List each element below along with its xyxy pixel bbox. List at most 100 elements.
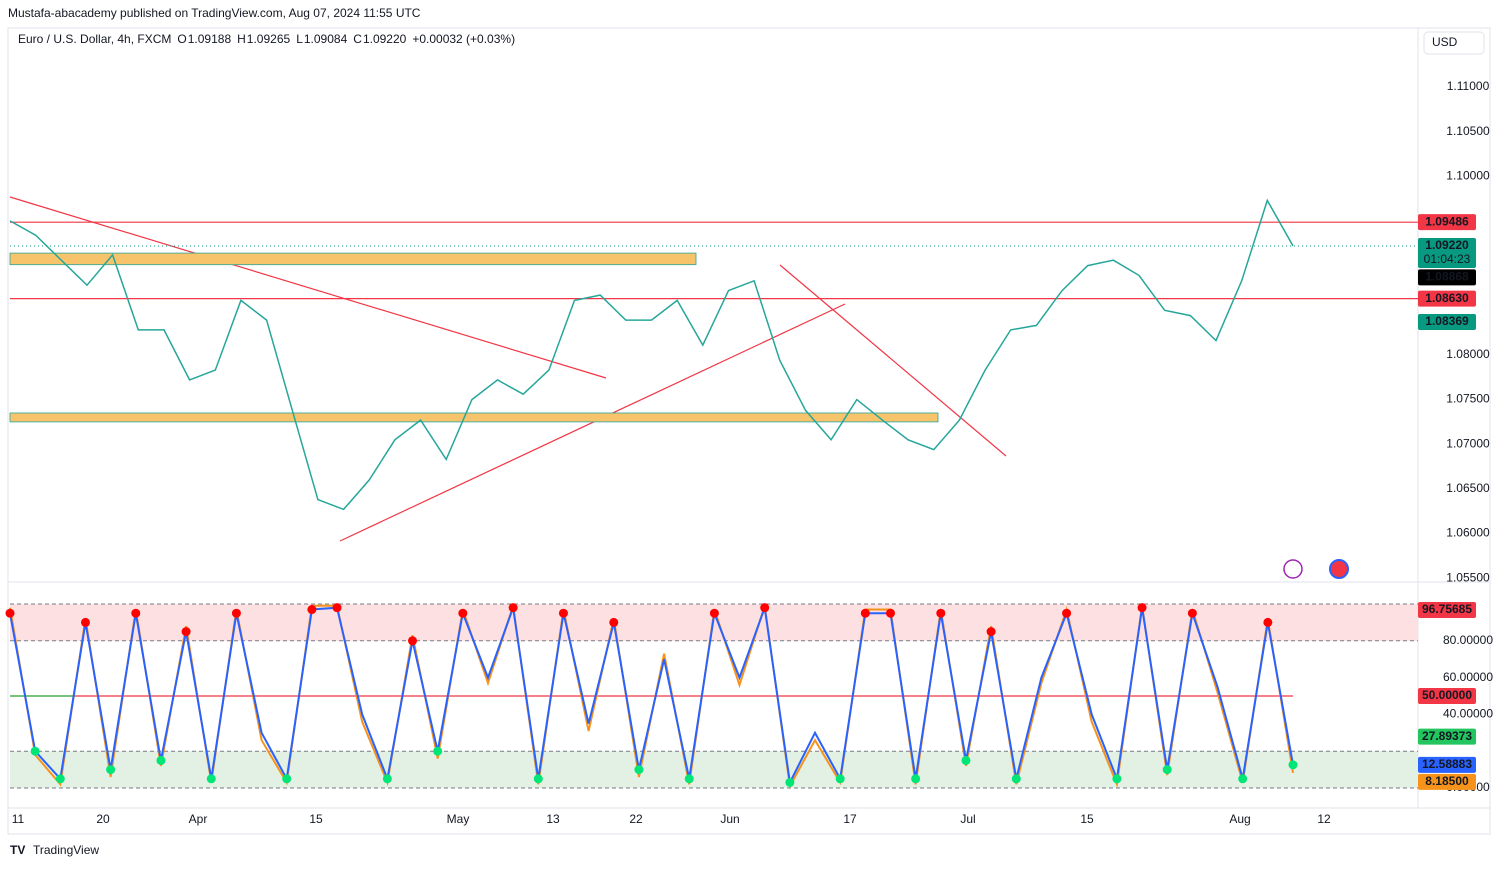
y-tick-label: 1.10000	[1446, 168, 1490, 182]
footer-logo: TradingView	[33, 843, 99, 857]
y-tick-label: 1.06500	[1446, 481, 1490, 495]
axis-label-box	[1418, 728, 1476, 745]
axis-label-box	[1418, 756, 1476, 773]
ohlc-key: C	[353, 32, 362, 46]
currency-label[interactable]: USD	[1432, 35, 1458, 49]
x-tick-label: 11	[12, 812, 25, 826]
x-tick-label: 12	[1317, 812, 1331, 826]
axis-label-box	[1418, 214, 1476, 231]
axis-label-box	[1418, 290, 1476, 307]
y-tick-label: 40.00000	[1443, 707, 1493, 721]
oversold-dot	[533, 774, 543, 784]
overbought-dot	[558, 608, 568, 618]
ohlc-key: H	[237, 32, 246, 46]
oversold-dot	[1238, 774, 1248, 784]
y-tick-label: 1.10500	[1446, 124, 1490, 138]
axis-label-box	[1418, 601, 1476, 618]
axis-label: 1.09486	[1425, 214, 1469, 228]
overbought-dot	[131, 608, 141, 618]
ohlc-value: 1.09188	[188, 32, 232, 46]
overbought-dot	[609, 617, 619, 627]
oversold-dot	[382, 774, 392, 784]
overbought-dot	[508, 603, 518, 613]
oversold-dot	[433, 746, 443, 756]
oversold-dot	[835, 774, 845, 784]
oversold-dot	[1011, 774, 1021, 784]
overbought-dot	[181, 627, 191, 637]
oversold-dot	[30, 746, 40, 756]
trend-lines	[9, 196, 1007, 542]
oversold-dot	[1288, 760, 1298, 770]
oversold-dot	[911, 774, 921, 784]
frame	[7, 27, 1491, 835]
axis-label: 96.75685	[1422, 602, 1472, 616]
oversold-dot	[785, 777, 795, 787]
x-tick-label: Aug	[1229, 812, 1250, 826]
overbought-dot	[986, 627, 996, 637]
x-tick-label: 15	[309, 812, 323, 826]
axis-label: 12.58883	[1422, 757, 1472, 771]
y-tick-label: 1.06000	[1446, 526, 1490, 540]
zone	[9, 412, 939, 423]
trend-line	[339, 303, 846, 542]
oversold-dot	[961, 755, 971, 765]
overbought-dot	[231, 608, 241, 618]
countdown: 01:04:23	[1424, 252, 1471, 266]
ohlc-key: L	[296, 32, 303, 46]
symbol: Euro / U.S. Dollar, 4h, FXCM	[18, 32, 171, 46]
y-tick-label: 1.05500	[1446, 570, 1490, 584]
overbought-dot	[5, 608, 15, 618]
oversold-dot	[106, 765, 116, 775]
axis-label: 50.00000	[1422, 688, 1472, 702]
axis-label-box	[1418, 269, 1476, 286]
y-tick-label: 60.00000	[1443, 670, 1493, 684]
ohlc-value: 1.09084	[304, 32, 348, 46]
oversold-dot	[206, 774, 216, 784]
y-tick-label: 1.07500	[1446, 392, 1490, 406]
overbought-dot	[1187, 608, 1197, 618]
oversold-dot	[634, 765, 644, 775]
overbought-dot	[332, 603, 342, 613]
ohlc-value: 1.09265	[247, 32, 291, 46]
ohlc-key: O	[177, 32, 186, 46]
overbought-dot	[760, 603, 770, 613]
axis-label: 27.89373	[1422, 729, 1472, 743]
axis-label-box	[1418, 237, 1476, 268]
x-tick-label: 22	[629, 812, 643, 826]
trend-line	[779, 264, 1007, 457]
footer-logo-mark: TV	[10, 843, 25, 857]
price-pane: 1.11000 1.10500 1.10000 1.08000 1.07500 1.070…	[9, 79, 1490, 584]
axis-label: 1.08630	[1425, 291, 1469, 305]
x-tick-label: Jun	[720, 812, 739, 826]
axis-label: 8.18500	[1425, 774, 1469, 788]
overbought-dot	[860, 608, 870, 618]
symbol-line: Euro / U.S. Dollar, 4h, FXCM O 1.09188 H 1.0…	[18, 32, 515, 46]
band	[10, 751, 1418, 788]
axis-label-box	[1418, 688, 1476, 704]
x-tick-label: Jul	[960, 812, 975, 826]
x-tick-label: Apr	[189, 812, 208, 826]
trend-line	[9, 196, 607, 379]
y-tick-label: 1.07000	[1446, 436, 1490, 450]
overbought-dot	[936, 608, 946, 618]
oscillator-pane: 80.0000060.0000040.000000.00000%K%D96.75…	[5, 601, 1493, 794]
overbought-dot	[80, 617, 90, 627]
oversold-dot	[55, 774, 65, 784]
change: +0.00032 (+0.03%)	[412, 32, 515, 46]
axis-label: 1.08868	[1425, 270, 1469, 284]
ohlc-value: 1.09220	[363, 32, 407, 46]
oversold-dot	[282, 774, 292, 784]
oversold-dot	[1162, 765, 1172, 775]
currency-button[interactable]	[1423, 31, 1485, 55]
oversold-dot	[156, 755, 166, 765]
oversold-dot	[684, 774, 694, 784]
series-line	[9, 606, 1294, 786]
x-tick-label: 17	[843, 812, 857, 826]
alert-icon[interactable]	[1283, 559, 1303, 579]
axis-label-box	[1418, 313, 1476, 330]
axis-label-box	[1418, 773, 1476, 790]
series-line	[9, 198, 1294, 511]
indicator-icon[interactable]	[1329, 559, 1349, 579]
x-tick-label: 13	[546, 812, 560, 826]
